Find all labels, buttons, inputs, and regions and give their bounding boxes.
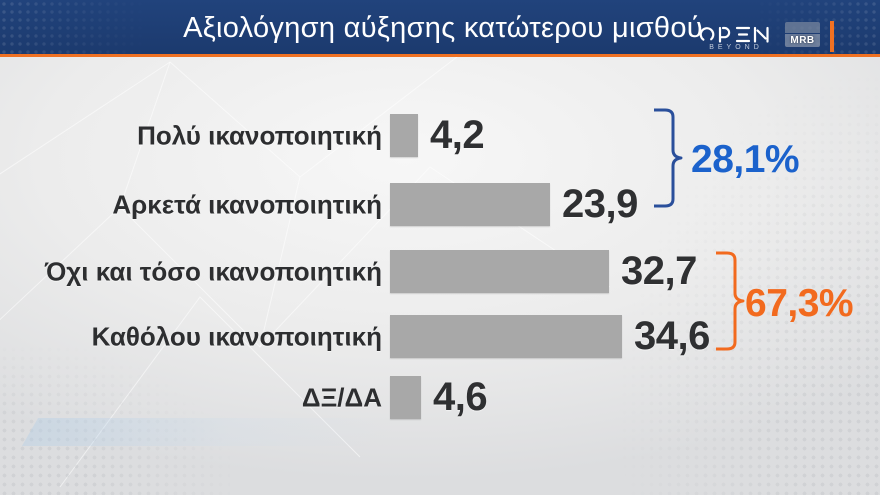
open-beyond-label: BEYOND (709, 44, 763, 51)
open-channel-logo-icon (699, 26, 769, 43)
bar-value: 4,6 (433, 375, 488, 419)
bar-not-so-satisfactory (390, 250, 609, 293)
bar-quite-satisfactory (390, 183, 550, 226)
category-label: Αρκετά ικανοποιητική (112, 189, 382, 219)
bar-value: 4,2 (430, 113, 485, 157)
bracket-group-satisfied-icon (654, 108, 683, 208)
bar-row: Αρκετά ικανοποιητική 23,9 (0, 182, 880, 226)
category-label: ΔΞ/ΔΑ (301, 382, 382, 412)
group-total-satisfied: 28,1% (691, 138, 800, 181)
category-label: Πολύ ικανοποιητική (137, 120, 382, 150)
bar-value: 34,6 (634, 314, 710, 358)
header-bar: Αξιολόγηση αύξησης κατώτερου μισθού BEYO… (0, 0, 880, 57)
mrb-logo-label: MRB (785, 34, 820, 47)
header-dot-pattern-left (0, 0, 150, 57)
mrb-logo-top-block (785, 22, 820, 33)
bracket-group-unsatisfied-icon (716, 251, 745, 351)
group-total-unsatisfied: 67,3% (745, 282, 854, 325)
mrb-logo: MRB (785, 22, 820, 47)
page-title: Αξιολόγηση αύξησης κατώτερου μισθού (183, 12, 703, 44)
category-label: Όχι και τόσο ικανοποιητική (44, 256, 382, 286)
bar-value: 32,7 (621, 249, 697, 293)
blue-wisp-decoration (21, 418, 399, 446)
bar-very-satisfactory (390, 114, 418, 157)
bar-row: ΔΞ/ΔΑ 4,6 (0, 375, 880, 419)
category-label: Καθόλου ικανοποιητική (91, 321, 382, 351)
bar-dont-know (390, 376, 421, 419)
bar-value: 23,9 (562, 182, 638, 226)
bar-not-at-all-satisfactory (390, 315, 622, 358)
header-orange-separator (830, 21, 834, 52)
